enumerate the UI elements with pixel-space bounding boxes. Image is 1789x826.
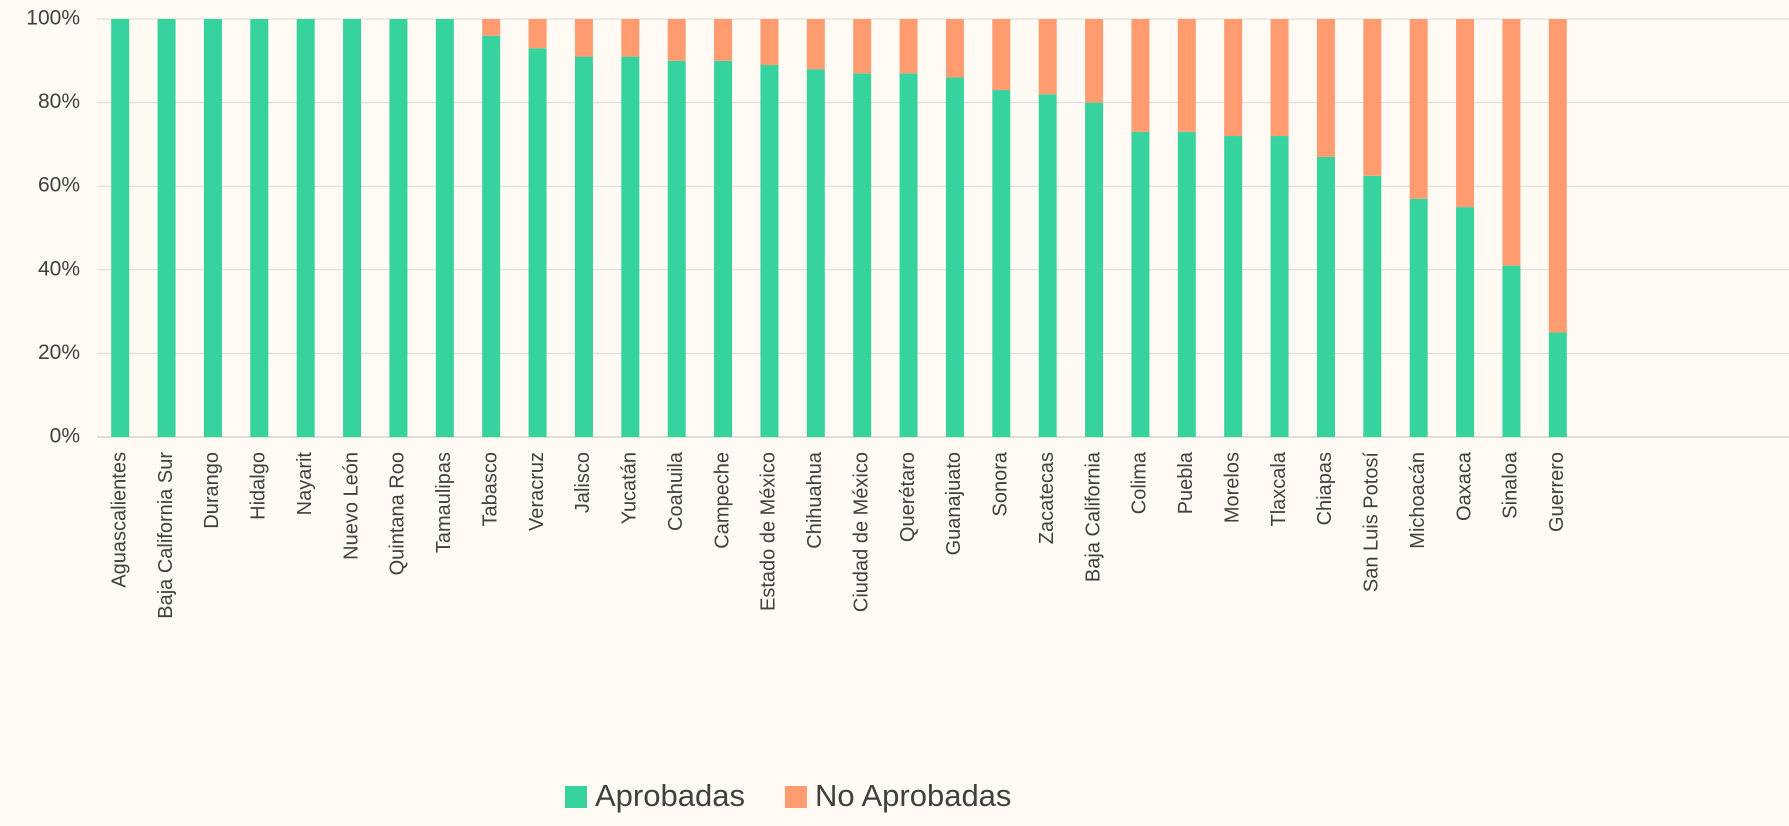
bar-segment <box>1085 102 1104 437</box>
bar-segment <box>1502 265 1521 437</box>
bar-segment <box>296 19 315 437</box>
bar-segment <box>1038 19 1057 95</box>
bar-segment <box>1548 19 1567 333</box>
bar-segment <box>621 56 640 438</box>
bar-segment <box>806 19 825 70</box>
bar-segment <box>992 19 1011 91</box>
legend-swatch <box>784 786 807 808</box>
x-tick-label: Tabasco <box>479 452 501 527</box>
bar-segment <box>945 19 964 78</box>
bar-segment <box>1224 136 1243 438</box>
x-tick-label: Veracruz <box>526 452 548 531</box>
x-tick-label: Michoacán <box>1407 452 1429 549</box>
bar-segment <box>992 90 1011 437</box>
x-tick-label: Tlaxcala <box>1268 451 1290 526</box>
x-tick-label: Aguascalientes <box>108 452 130 588</box>
x-tick-label: Estado de México <box>758 452 780 611</box>
bar-segment <box>714 19 733 61</box>
bar-segment <box>1409 19 1428 199</box>
x-tick-label: Nuevo León <box>340 452 362 560</box>
x-tick-label: Coahuila <box>665 451 687 531</box>
x-tick-label: Guerrero <box>1546 452 1568 532</box>
bar-segment <box>1224 19 1243 137</box>
bar-segment <box>1409 198 1428 437</box>
x-tick-label: Querétaro <box>897 452 919 542</box>
y-tick-label: 40% <box>38 257 80 280</box>
x-tick-label: Jalisco <box>572 452 594 513</box>
x-tick-label: Baja California <box>1082 451 1104 582</box>
bar-segment <box>435 19 454 437</box>
x-tick-label: Morelos <box>1221 452 1243 523</box>
y-tick-label: 20% <box>38 341 80 364</box>
x-tick-label: Campeche <box>711 452 733 549</box>
bar-segment <box>899 19 918 74</box>
x-tick-label: Puebla <box>1175 451 1197 514</box>
x-tick-label: Yucatán <box>619 452 641 524</box>
bar-segment <box>111 19 130 437</box>
y-tick-label: 60% <box>38 174 80 197</box>
bar-segment <box>1177 131 1196 438</box>
x-tick-label: Colima <box>1129 451 1151 514</box>
bar-segment <box>853 73 872 437</box>
y-tick-label: 0% <box>50 425 80 448</box>
bar-segment <box>482 19 501 36</box>
bar-segment <box>1456 19 1475 208</box>
x-tick-label: Baja California Sur <box>155 452 177 619</box>
bar-segment <box>482 35 501 437</box>
x-tick-label: Zacatecas <box>1036 452 1058 544</box>
x-tick-label: Tamaulipas <box>433 452 455 553</box>
bar-segment <box>203 19 222 437</box>
x-tick-label: Durango <box>201 452 223 529</box>
legend-label: Aprobadas <box>595 778 745 813</box>
bar-segment <box>621 19 640 57</box>
x-tick-label: Sinaloa <box>1500 451 1522 519</box>
bar-segment <box>667 60 686 438</box>
bar-segment <box>1177 19 1196 132</box>
bar-segment <box>157 19 176 437</box>
legend-swatch <box>565 786 587 808</box>
bar-segment <box>343 19 362 437</box>
bar-segment <box>760 19 779 65</box>
bar-segment <box>1363 19 1382 176</box>
bar-segment <box>1502 19 1521 266</box>
bar-segment <box>853 19 872 74</box>
x-tick-label: Quintana Roo <box>387 452 409 575</box>
x-tick-label: Hidalgo <box>248 452 270 520</box>
bar-segment <box>1131 131 1150 438</box>
bar-segment <box>250 19 269 437</box>
bar-segment <box>1085 19 1104 103</box>
x-tick-label: Oaxaca <box>1453 451 1475 521</box>
y-tick-label: 100% <box>26 7 80 30</box>
bar-segment <box>1270 136 1289 438</box>
bar-segment <box>1270 19 1289 137</box>
bar-segment <box>899 73 918 437</box>
legend-label: No Aprobadas <box>815 778 1011 813</box>
bar-segment <box>1316 156 1335 437</box>
x-tick-label: Nayarit <box>294 452 316 516</box>
bar-segment <box>714 60 733 438</box>
bar-segment <box>1363 175 1382 437</box>
x-tick-label: Chiapas <box>1314 452 1336 525</box>
x-tick-label: Chihuahua <box>804 451 826 549</box>
x-tick-label: Sonora <box>990 451 1012 516</box>
bar-segment <box>574 56 593 438</box>
bar-segment <box>667 19 686 61</box>
bar-segment <box>528 19 547 49</box>
x-tick-label: Guanajuato <box>943 452 965 555</box>
bar-segment <box>574 19 593 57</box>
bar-segment <box>1038 94 1057 438</box>
bar-segment <box>1548 332 1567 437</box>
bar-segment <box>528 48 547 437</box>
x-tick-label: San Luis Potosí <box>1361 452 1383 593</box>
bar-segment <box>1131 19 1150 132</box>
y-tick-label: 80% <box>38 90 80 113</box>
bar-segment <box>760 64 779 437</box>
bar-segment <box>945 77 964 438</box>
bar-segment <box>1456 207 1475 437</box>
bar-segment <box>806 69 825 437</box>
bar-segment <box>1316 19 1335 157</box>
x-tick-label: Ciudad de México <box>850 452 872 612</box>
bar-segment <box>389 19 408 437</box>
